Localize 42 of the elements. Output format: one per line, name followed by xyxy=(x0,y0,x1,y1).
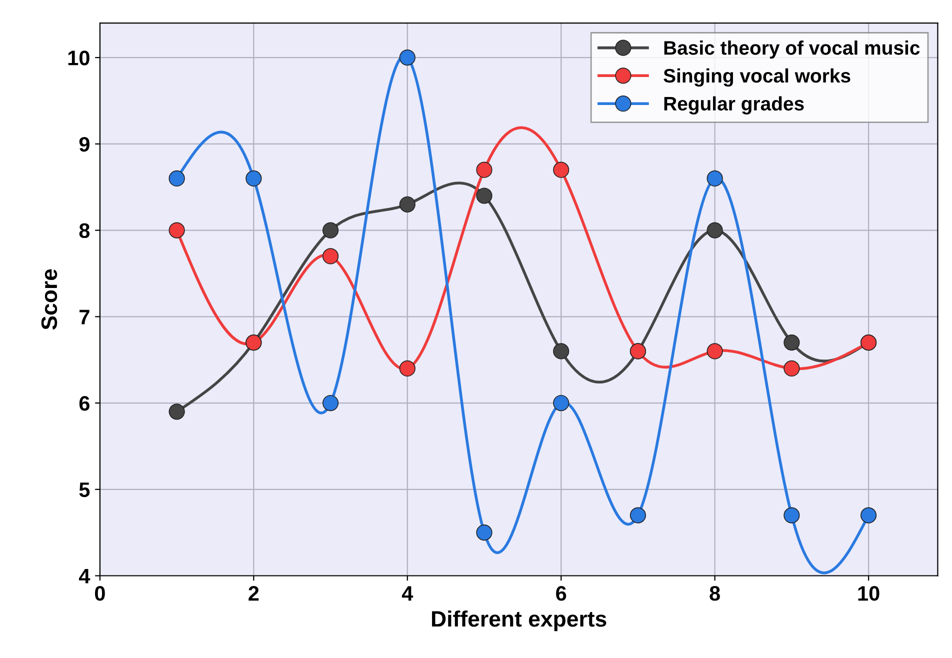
y-tick-label: 10 xyxy=(68,50,90,66)
point xyxy=(706,222,723,238)
y-tick-label: 8 xyxy=(79,223,90,238)
point xyxy=(476,524,492,541)
y-tick-label: 9 xyxy=(79,136,90,152)
point xyxy=(168,170,185,187)
point xyxy=(399,50,416,66)
point xyxy=(168,404,185,420)
point xyxy=(784,507,800,524)
point xyxy=(246,170,262,187)
x-tick-label: 8 xyxy=(710,586,720,601)
x-tick-label: 0 xyxy=(94,586,105,601)
point xyxy=(706,343,723,360)
point xyxy=(476,188,492,204)
point xyxy=(784,360,800,377)
point xyxy=(476,162,492,178)
legend-label: Regular grades xyxy=(664,96,804,115)
y-tick-label: 4 xyxy=(78,568,90,584)
x-tick-label: 10 xyxy=(858,586,880,601)
y-tick-label: 5 xyxy=(79,482,90,498)
x-tick-label: 2 xyxy=(248,586,259,601)
x-tick-label: 4 xyxy=(402,586,414,601)
point xyxy=(784,334,800,351)
point xyxy=(553,162,570,178)
y-tick-label: 7 xyxy=(80,310,90,324)
point xyxy=(168,222,185,238)
legend-label: Basic theory of vocal music xyxy=(664,40,920,59)
x-tick-label: 6 xyxy=(556,586,566,601)
y-axis-title: Score xyxy=(41,269,58,330)
y-tick-label: 6 xyxy=(79,396,90,411)
point xyxy=(322,222,339,238)
point xyxy=(322,394,339,412)
point xyxy=(630,507,646,524)
point xyxy=(553,394,570,412)
point xyxy=(706,170,723,187)
point xyxy=(399,360,416,377)
x-axis-title: Different experts xyxy=(432,610,606,632)
point xyxy=(322,248,339,264)
point xyxy=(860,507,877,524)
legend-label: Singing vocal works xyxy=(664,68,850,87)
point xyxy=(399,196,416,212)
point xyxy=(553,343,570,360)
